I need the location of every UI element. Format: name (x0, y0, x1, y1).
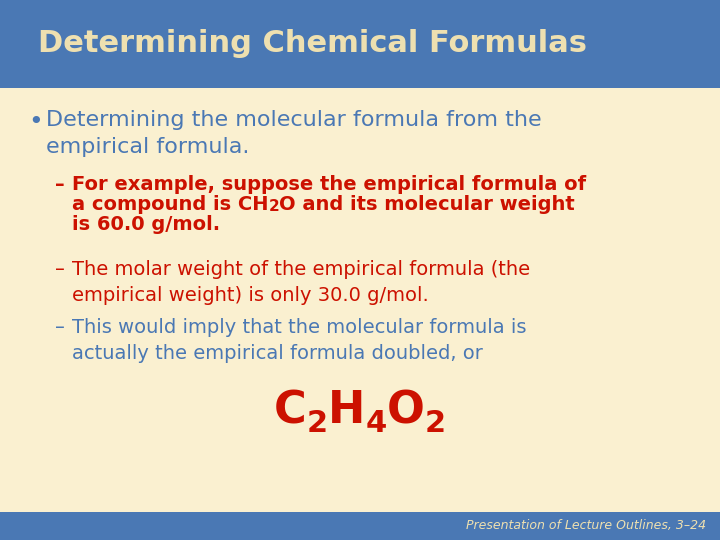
Text: 2: 2 (425, 409, 446, 438)
Text: –: – (55, 175, 65, 194)
Text: •: • (28, 110, 42, 134)
Text: Determining the molecular formula from the
empirical formula.: Determining the molecular formula from t… (46, 110, 541, 157)
Text: is 60.0 g/mol.: is 60.0 g/mol. (72, 215, 220, 234)
Text: O and its molecular weight: O and its molecular weight (279, 195, 575, 214)
Text: a compound is CH: a compound is CH (72, 195, 269, 214)
Text: Presentation of Lecture Outlines, 3–24: Presentation of Lecture Outlines, 3–24 (466, 519, 706, 532)
Bar (0, 0, 720, 88)
Text: –: – (55, 260, 65, 279)
Text: C: C (274, 389, 307, 432)
Text: Determining Chemical Formulas: Determining Chemical Formulas (38, 30, 587, 58)
Text: 4: 4 (366, 409, 387, 438)
Text: This would imply that the molecular formula is
actually the empirical formula do: This would imply that the molecular form… (72, 318, 526, 363)
Text: 2: 2 (269, 199, 279, 214)
Text: 2: 2 (307, 409, 328, 438)
Text: For example, suppose the empirical formula of: For example, suppose the empirical formu… (72, 175, 586, 194)
Text: The molar weight of the empirical formula (the
empirical weight) is only 30.0 g/: The molar weight of the empirical formul… (72, 260, 530, 305)
Text: –: – (55, 318, 65, 337)
Text: O: O (387, 389, 425, 432)
Text: H: H (328, 389, 366, 432)
Bar (0, 512, 720, 540)
